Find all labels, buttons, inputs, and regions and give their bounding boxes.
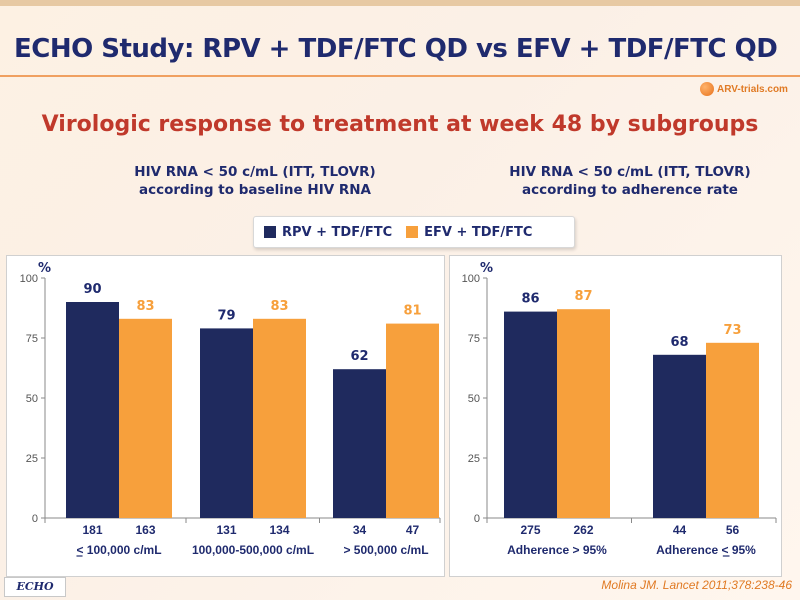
n-label: 163 <box>135 523 155 537</box>
y-tick-label: 75 <box>26 333 38 345</box>
bar-rpv <box>653 354 706 518</box>
y-tick-label: 0 <box>32 513 38 525</box>
arv-trials-logo: ARV-trials.com <box>700 80 790 98</box>
bar-efv <box>386 323 439 518</box>
legend-item-efv: EFV + TDF/FTC <box>406 225 532 240</box>
x-category-label: Adherence < 95% <box>656 543 756 557</box>
x-category-label: Adherence > 95% <box>507 543 607 557</box>
legend-swatch-rpv <box>264 226 276 238</box>
right-panel-title-line1: HIV RNA < 50 c/mL (ITT, TLOVR) <box>509 164 751 180</box>
title-divider <box>0 75 800 77</box>
y-tick-label: 100 <box>20 273 38 285</box>
legend-label-rpv: RPV + TDF/FTC <box>282 224 393 240</box>
n-label: 262 <box>573 523 593 537</box>
left-panel-title: HIV RNA < 50 c/mL (ITT, TLOVR) according… <box>95 163 415 199</box>
right-panel-title-line2: according to adherence rate <box>522 182 738 198</box>
y-tick-label: 100 <box>462 273 480 285</box>
y-axis-label: % <box>480 261 493 276</box>
left-panel-title-line1: HIV RNA < 50 c/mL (ITT, TLOVR) <box>134 164 376 180</box>
bar-rpv <box>504 311 557 518</box>
n-label: 275 <box>520 523 540 537</box>
top-bar <box>0 0 800 6</box>
n-label: 134 <box>269 523 289 537</box>
data-label: 83 <box>270 299 288 314</box>
y-tick-label: 50 <box>26 393 38 405</box>
bar-efv <box>253 318 306 518</box>
data-label: 87 <box>574 289 592 304</box>
legend-swatch-efv <box>406 226 419 238</box>
data-label: 83 <box>136 299 154 314</box>
echo-badge: ECHO <box>4 577 66 597</box>
y-tick-label: 25 <box>26 453 38 465</box>
logo-icon <box>700 82 714 96</box>
y-tick-label: 75 <box>468 333 480 345</box>
n-label: 56 <box>726 523 740 537</box>
data-label: 62 <box>350 349 368 364</box>
slide-subtitle: Virologic response to treatment at week … <box>41 112 759 137</box>
right-panel-title: HIV RNA < 50 c/mL (ITT, TLOVR) according… <box>470 163 790 199</box>
data-label: 73 <box>723 323 741 338</box>
y-tick-label: 25 <box>468 453 480 465</box>
y-tick-label: 0 <box>474 513 480 525</box>
x-category-label: > 500,000 c/mL <box>343 543 428 557</box>
n-label: 181 <box>82 523 102 537</box>
data-label: 86 <box>521 292 539 307</box>
bar-rpv <box>200 328 253 518</box>
y-axis-label: % <box>38 261 51 276</box>
bar-efv <box>706 342 759 518</box>
n-label: 44 <box>673 523 687 537</box>
y-tick-label: 50 <box>468 393 480 405</box>
n-label: 34 <box>353 523 367 537</box>
data-label: 79 <box>217 308 235 323</box>
chart-legend: RPV + TDF/FTC EFV + TDF/FTC <box>253 216 575 248</box>
data-label: 81 <box>403 304 421 319</box>
x-category-label: 100,000-500,000 c/mL <box>192 543 314 557</box>
legend-label-efv: EFV + TDF/FTC <box>424 224 533 240</box>
legend-item-rpv: RPV + TDF/FTC <box>264 225 392 240</box>
left-panel-title-line2: according to baseline HIV RNA <box>138 182 372 198</box>
x-category-label: < 100,000 c/mL <box>76 543 161 557</box>
n-label: 47 <box>406 523 420 537</box>
bar-rpv <box>333 369 386 518</box>
data-label: 90 <box>83 282 101 297</box>
slide-title: ECHO Study: RPV + TDF/FTC QD vs EFV + TD… <box>14 34 778 64</box>
bar-rpv <box>66 302 119 518</box>
citation: Molina JM. Lancet 2011;378:238-46 <box>601 578 792 592</box>
bar-efv <box>119 318 172 518</box>
data-label: 68 <box>670 335 688 350</box>
n-label: 131 <box>216 523 236 537</box>
logo-text: ARV-trials.com <box>717 83 788 95</box>
bar-efv <box>557 309 610 518</box>
